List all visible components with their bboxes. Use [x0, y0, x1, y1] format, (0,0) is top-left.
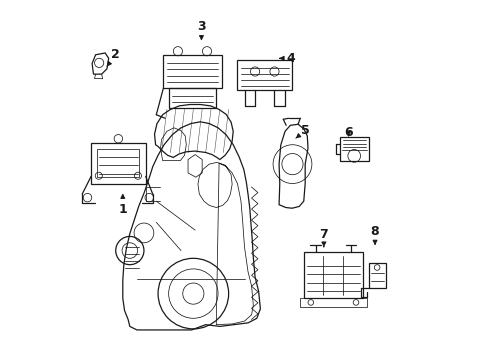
Text: 3: 3 [197, 20, 205, 40]
Text: 5: 5 [295, 124, 309, 138]
Text: 6: 6 [344, 126, 352, 139]
Text: 4: 4 [280, 52, 294, 65]
Text: 1: 1 [118, 194, 127, 216]
Text: 2: 2 [107, 48, 120, 66]
Text: 8: 8 [370, 225, 379, 244]
Text: 7: 7 [319, 228, 327, 247]
